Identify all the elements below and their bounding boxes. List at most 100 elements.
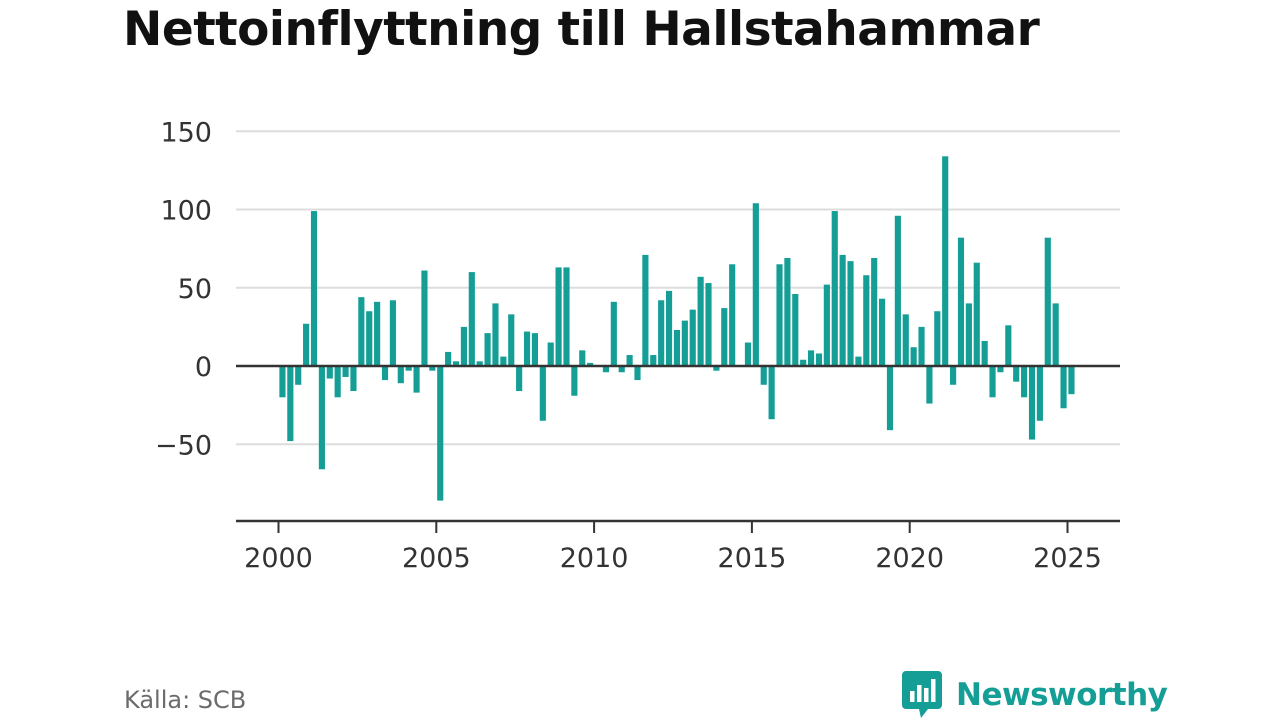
bar bbox=[894, 215, 901, 366]
bar bbox=[965, 303, 972, 366]
bar bbox=[855, 356, 862, 366]
bar bbox=[839, 254, 846, 366]
bar bbox=[650, 355, 657, 366]
bar bbox=[531, 333, 538, 366]
bar bbox=[784, 258, 791, 366]
bar bbox=[539, 366, 546, 421]
y-tick-label: 50 bbox=[178, 274, 212, 305]
bar bbox=[815, 353, 823, 366]
bar bbox=[279, 366, 286, 398]
bar bbox=[681, 320, 688, 366]
bar bbox=[863, 275, 870, 366]
bar bbox=[413, 366, 420, 393]
gridlines bbox=[236, 130, 1120, 446]
bar bbox=[579, 350, 586, 366]
bar bbox=[823, 284, 830, 366]
bar bbox=[571, 366, 578, 396]
bar bbox=[902, 314, 909, 366]
bar bbox=[389, 300, 396, 366]
bar bbox=[642, 254, 649, 366]
bar bbox=[713, 366, 720, 371]
bar bbox=[697, 276, 704, 366]
bar bbox=[847, 261, 854, 366]
y-tick-label: 0 bbox=[195, 352, 212, 383]
bar bbox=[760, 366, 767, 385]
bar bbox=[610, 301, 617, 366]
bar bbox=[1060, 366, 1067, 409]
bar bbox=[871, 258, 878, 366]
y-axis-labels: 150 100 50 0 −50 bbox=[155, 117, 212, 461]
chart-title: Nettoinflyttning till Hallstahammar bbox=[123, 2, 1040, 57]
bars bbox=[279, 156, 1075, 501]
bar bbox=[831, 211, 838, 366]
bar bbox=[421, 270, 428, 366]
bar bbox=[1044, 237, 1051, 366]
bar bbox=[437, 366, 444, 501]
bar bbox=[934, 311, 941, 366]
x-tick-label: 2000 bbox=[244, 543, 313, 574]
bar bbox=[926, 366, 933, 404]
bar bbox=[879, 298, 886, 366]
y-tick-label: 100 bbox=[160, 196, 212, 227]
bar bbox=[452, 361, 460, 366]
bar bbox=[508, 314, 515, 366]
x-axis-labels: 2000 2005 2010 2015 2020 2025 bbox=[244, 543, 1102, 574]
bar bbox=[303, 323, 310, 366]
bar bbox=[886, 366, 894, 431]
bar bbox=[942, 156, 949, 366]
bar bbox=[1013, 366, 1020, 382]
bar bbox=[492, 303, 499, 366]
axes bbox=[236, 364, 1120, 533]
bar bbox=[445, 351, 452, 366]
brand-name: Newsworthy bbox=[956, 677, 1168, 713]
y-tick-label: 150 bbox=[160, 117, 212, 148]
x-tick-label: 2015 bbox=[718, 543, 787, 574]
bar bbox=[547, 342, 554, 366]
bar bbox=[366, 311, 373, 366]
x-tick-label: 2005 bbox=[402, 543, 471, 574]
bar bbox=[555, 267, 562, 366]
bar bbox=[768, 366, 775, 420]
bar bbox=[342, 366, 349, 377]
bar bbox=[957, 237, 965, 366]
bar bbox=[752, 203, 759, 366]
bar bbox=[326, 366, 333, 379]
bar bbox=[800, 359, 807, 366]
bar bbox=[744, 342, 752, 366]
bar bbox=[1028, 366, 1036, 440]
bar bbox=[523, 331, 531, 366]
bar bbox=[397, 366, 404, 384]
bar bbox=[989, 366, 996, 398]
bar bbox=[792, 294, 799, 366]
source-note: Källa: SCB bbox=[124, 686, 247, 714]
bar bbox=[468, 272, 475, 366]
x-tick-label: 2020 bbox=[875, 543, 944, 574]
bar bbox=[500, 356, 507, 366]
bar bbox=[405, 366, 412, 371]
bar bbox=[618, 366, 625, 373]
bar bbox=[918, 326, 925, 367]
bar bbox=[634, 366, 641, 381]
bar bbox=[516, 366, 523, 392]
bar bbox=[776, 264, 783, 366]
bar bbox=[358, 297, 365, 366]
bar bbox=[374, 301, 381, 366]
bar bbox=[1036, 366, 1043, 421]
bar bbox=[1068, 366, 1075, 395]
bar bbox=[287, 366, 294, 442]
bar bbox=[626, 355, 633, 366]
bar bbox=[429, 366, 436, 371]
bar bbox=[910, 347, 917, 366]
bar bbox=[350, 366, 357, 392]
bar bbox=[689, 309, 696, 366]
bar bbox=[658, 300, 665, 366]
newsworthy-logo-icon bbox=[902, 671, 942, 718]
bar bbox=[705, 283, 712, 366]
bar bbox=[381, 366, 389, 381]
bar bbox=[460, 326, 467, 367]
bar bbox=[729, 264, 736, 366]
bar bbox=[476, 361, 483, 366]
bar bbox=[334, 366, 341, 398]
bar bbox=[563, 267, 570, 366]
